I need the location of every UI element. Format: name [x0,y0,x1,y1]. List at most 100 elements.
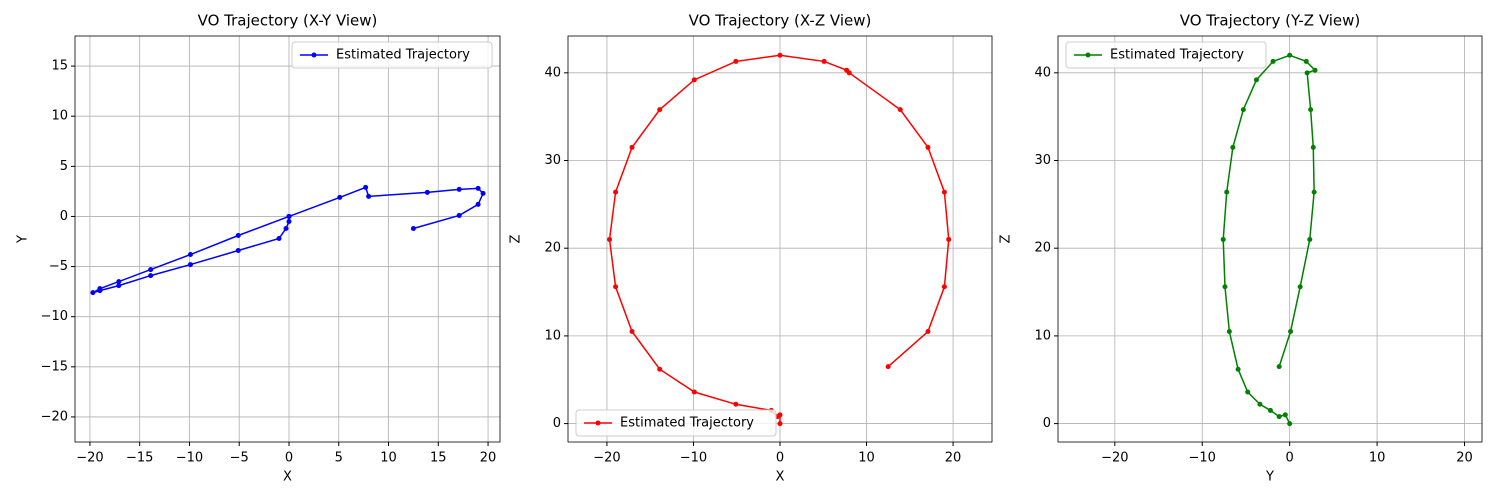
trajectory-point [1226,329,1232,335]
trajectory-point [363,184,369,190]
x-tick-label: 20 [480,451,497,466]
y-tick-label: 10 [1034,328,1051,343]
trajectory-point [283,225,289,231]
trajectory-point [116,279,122,285]
trajectory-point [480,190,486,196]
trajectory-point [897,107,903,113]
trajectory-line [92,186,484,294]
trajectory-point [410,225,416,231]
y-tick-label: 20 [544,241,561,256]
trajectory-point [691,389,697,395]
trajectory-point [286,218,292,224]
x-tick-label: 0 [776,451,784,466]
trajectory-point [148,267,154,273]
legend: Estimated Trajectory [1065,41,1267,69]
trajectory-point [1240,107,1246,113]
axes-frame [567,35,993,443]
axes-frame [1057,35,1483,443]
y-tick-label: 0 [553,416,561,431]
y-axis-label: Z [999,234,1014,243]
x-tick-label: −15 [126,451,153,466]
trajectory-point [657,366,663,372]
y-tick-label: 30 [1034,153,1051,168]
x-tick-label: −5 [230,451,249,466]
trajectory-point [1308,107,1314,113]
trajectory-point [1287,52,1293,58]
trajectory-point [337,194,343,200]
chart-title: VO Trajectory (X-Z View) [689,12,872,30]
trajectory-point [691,77,697,83]
trajectory-point [777,52,783,58]
y-axis-label: Y [16,235,31,244]
trajectory-point [1297,284,1303,290]
y-tick-label: 5 [60,159,68,174]
x-axis-label: X [283,470,292,485]
trajectory-point [1222,284,1228,290]
trajectory-point [1303,58,1309,64]
trajectory-point [1270,58,1276,64]
y-tick-label: 40 [544,65,561,80]
y-tick-label: 20 [1034,241,1051,256]
trajectory-point [1235,366,1241,372]
x-tick-label: 10 [380,451,397,466]
subplot: −20 −10 0 10 20 0 10 20 30 40 VO Trajectory (Y-Z V… [999,12,1483,485]
trajectory-point [925,144,931,150]
x-tick-label: −20 [593,451,620,466]
trajectory-point [456,212,462,218]
trajectory-point [1307,236,1313,242]
x-tick-label: 10 [858,451,875,466]
trajectory-point [235,232,241,238]
x-tick-label: 0 [1286,451,1294,466]
chart-title: VO Trajectory (Y-Z View) [1180,12,1361,30]
trajectory-point [885,364,891,370]
y-tick-label: −20 [41,409,68,424]
trajectory-point [733,58,739,64]
trajectory-point [821,58,827,64]
y-tick-label: −10 [41,309,68,324]
trajectory-point [733,401,739,407]
x-tick-label: 10 [1369,451,1386,466]
legend-marker [1085,52,1091,58]
trajectory-point [1304,70,1310,76]
trajectory-point [629,329,635,335]
x-tick-label: 20 [945,451,962,466]
trajectory-point [90,290,96,296]
trajectory-point [235,248,241,254]
trajectory-point [187,262,193,268]
trajectory-point [1282,412,1288,418]
trajectory-point [366,193,372,199]
y-tick-label: −15 [41,359,68,374]
legend-label: Estimated Trajectory [336,48,470,63]
trajectory-point [1224,189,1230,195]
trajectory-point [925,329,931,335]
y-tick-label: 0 [60,209,68,224]
legend-label: Estimated Trajectory [620,416,754,431]
legend-box [1065,41,1267,69]
trajectory-point [1288,329,1294,335]
trajectory-point [475,185,481,191]
trajectory-point [607,236,613,242]
y-tick-label: 15 [51,59,68,74]
subplot: −20 −10 0 10 20 0 10 20 30 40 VO Trajectory (X-Z V… [509,12,993,485]
y-tick-label: 10 [544,328,561,343]
x-tick-label: 20 [1456,451,1473,466]
trajectory-point [657,107,663,113]
trajectory-point [1276,414,1282,420]
y-tick-label: 10 [51,109,68,124]
trajectory-point [97,286,103,292]
y-tick-label: 0 [1043,416,1051,431]
x-tick-label: 0 [285,451,293,466]
trajectory-line [608,54,950,424]
trajectory-point [629,144,635,150]
trajectory-point [424,189,430,195]
y-tick-label: 30 [544,153,561,168]
trajectory-point [276,235,282,241]
trajectory-point [456,186,462,192]
x-axis-label: X [776,470,785,485]
x-tick-label: 5 [335,451,343,466]
legend: Estimated Trajectory [575,409,777,437]
trajectory-line [1222,54,1317,424]
chart-title: VO Trajectory (X-Y View) [198,12,378,30]
trajectory-point [475,201,481,207]
y-axis-label: Z [509,234,524,243]
